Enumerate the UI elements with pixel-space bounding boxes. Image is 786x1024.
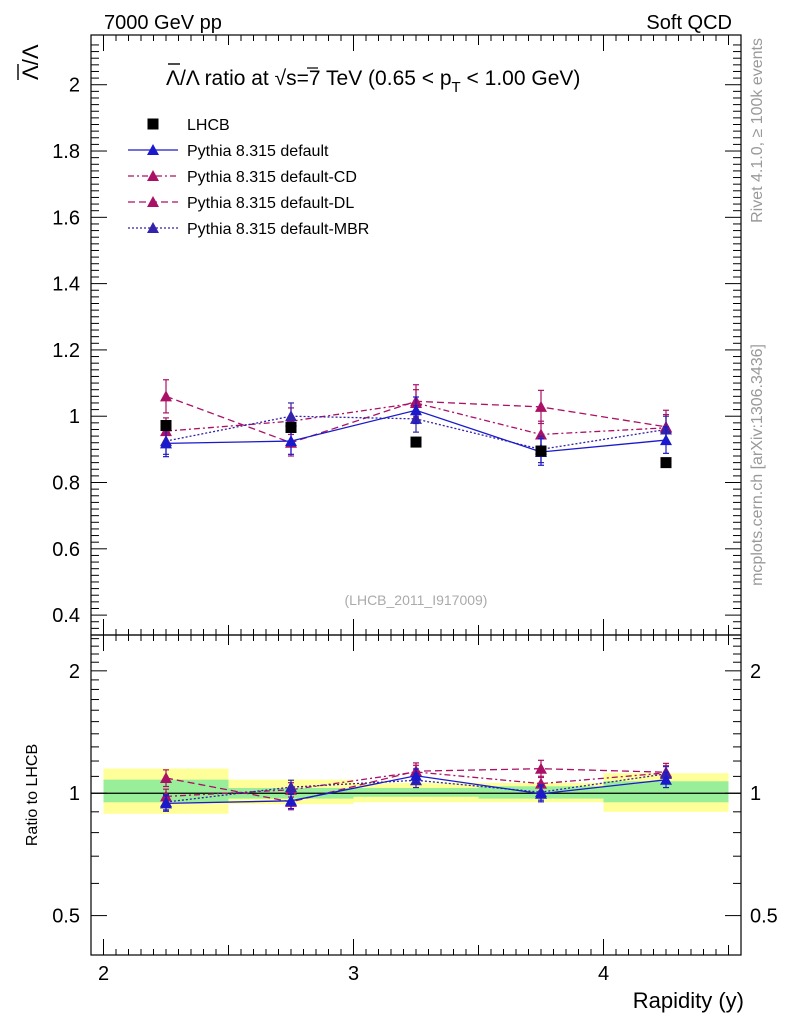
svg-text:Λ/Λ: Λ/Λ: [18, 44, 43, 80]
title-prefix: Λ: [166, 67, 180, 90]
data-point: [660, 457, 672, 469]
ratio-band-green-2: [353, 787, 479, 797]
y-tick-label: 2: [69, 75, 80, 97]
ratio-y-tick-label-right: 1: [750, 783, 761, 805]
ratio-series-3-point: [285, 781, 297, 793]
series-3-point: [285, 410, 297, 422]
legend-label-1: Pythia 8.315 default-CD: [187, 169, 357, 186]
legend: LHCB Pythia 8.315 default Pythia 8.315 def…: [128, 117, 369, 238]
ratio-series-2-point: [160, 772, 172, 784]
ratio-series-0-point: [660, 773, 672, 785]
legend-label-0: Pythia 8.315 default: [187, 143, 329, 160]
series-0-point: [285, 435, 297, 447]
ratio-y-tick-label-right: 0.5: [750, 906, 778, 928]
data-point: [160, 419, 172, 431]
chart-title: Λ/Λ ratio at √s=7 TeV (0.65 < pT < 1.00 …: [166, 67, 580, 96]
ratio-band-green-4: [603, 781, 729, 803]
header-left-label: 7000 GeV pp: [104, 12, 222, 34]
y-tick-label: 1.2: [52, 340, 80, 362]
x-axis-label: Rapidity (y): [633, 988, 744, 1013]
title-mid: /Λ ratio at √: [180, 67, 287, 90]
y-tick-label: 0.8: [52, 473, 80, 495]
legend-marker-3: [147, 222, 159, 233]
ratio-series-0-point: [535, 787, 547, 799]
title-energy: s=7 TeV (0.65 < p: [286, 67, 451, 90]
legend-marker-1: [147, 170, 159, 181]
series-1-line: [165, 402, 667, 436]
ratio-y-tick-label-right: 2: [750, 661, 761, 683]
legend-label-3: Pythia 8.315 default-MBR: [187, 221, 369, 238]
data-point: [410, 436, 422, 448]
watermark: (LHCB_2011_I917009): [345, 592, 488, 608]
ratio-series-0-point: [160, 797, 172, 809]
y-tick-label: 1: [69, 406, 80, 428]
rivet-label: Rivet 4.1.0, ≥ 100k events: [749, 38, 766, 223]
y-axis-label-rest: /Λ: [18, 44, 43, 65]
legend-marker-0: [147, 144, 159, 155]
x-tick-label: 4: [598, 963, 609, 985]
header-right-label: Soft QCD: [646, 12, 732, 34]
data-point: [285, 421, 297, 433]
x-tick-label: 2: [98, 963, 109, 985]
ratio-y-tick-label: 0.5: [52, 906, 80, 928]
y-tick-label: 0.4: [52, 605, 80, 627]
y-tick-label: 1.4: [52, 274, 80, 296]
ratio-y-axis-label: Ratio to LHCB: [24, 744, 41, 846]
ratio-series-0-point: [285, 794, 297, 806]
ratio-series-2-point: [535, 762, 547, 774]
series-2-point: [535, 400, 547, 412]
y-tick-label: 0.6: [52, 539, 80, 561]
series-2-point: [160, 390, 172, 402]
ratio-y-tick-label: 2: [69, 661, 80, 683]
series-0-point: [410, 404, 422, 416]
legend-marker-2: [147, 196, 159, 207]
legend-label-2: Pythia 8.315 default-DL: [187, 195, 354, 212]
legend-marker-data: [147, 118, 159, 130]
source-label: mcplots.cern.ch [arXiv:1306.3436]: [749, 344, 766, 586]
x-tick-label: 3: [348, 963, 359, 985]
ratio-panel: 2 3 4 0.5 0.5 1 1 2 2: [52, 634, 778, 985]
y-tick-label: 1.8: [52, 141, 80, 163]
title-subscript: T: [452, 79, 461, 96]
ratio-series-0-point: [410, 769, 422, 781]
title-suffix: < 1.00 GeV): [461, 67, 581, 90]
legend-label-data: LHCB: [187, 117, 230, 134]
data-point: [535, 445, 547, 457]
series-0-point: [660, 434, 672, 446]
series-0-point: [160, 437, 172, 449]
main-panel: 0.4 0.6 0.8 1 1.2 1.4 1.6 1.8 2: [52, 34, 742, 636]
y-tick-label: 1.6: [52, 207, 80, 229]
y-axis-label: Λ/Λ: [17, 44, 43, 80]
y-axis-label-num: Λ: [18, 65, 43, 80]
ratio-y-tick-label: 1: [69, 783, 80, 805]
